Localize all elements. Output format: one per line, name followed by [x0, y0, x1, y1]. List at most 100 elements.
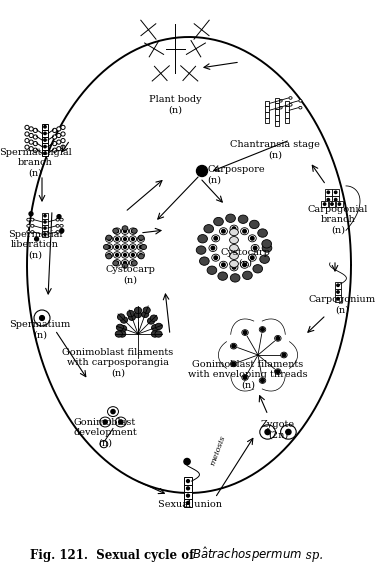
Circle shape	[111, 410, 115, 414]
Circle shape	[222, 263, 225, 267]
Ellipse shape	[275, 369, 281, 375]
Ellipse shape	[129, 244, 136, 250]
Circle shape	[124, 237, 127, 240]
Ellipse shape	[198, 235, 207, 243]
Circle shape	[44, 126, 46, 128]
Circle shape	[25, 145, 29, 149]
Ellipse shape	[258, 229, 268, 237]
Ellipse shape	[116, 324, 124, 331]
Circle shape	[29, 127, 33, 131]
Circle shape	[124, 245, 127, 248]
Circle shape	[53, 135, 57, 139]
Circle shape	[184, 459, 190, 464]
Bar	[275, 121, 279, 126]
Text: Cystocarp
(n): Cystocarp (n)	[105, 265, 155, 284]
Ellipse shape	[60, 224, 63, 227]
Circle shape	[29, 212, 33, 216]
Ellipse shape	[115, 331, 122, 337]
Circle shape	[116, 261, 119, 264]
Circle shape	[251, 256, 254, 260]
Text: $\it{B\hat{a}trachospermum}$: $\it{B\hat{a}trachospermum}$	[192, 546, 302, 565]
Text: sp.: sp.	[302, 549, 323, 562]
Ellipse shape	[262, 240, 271, 248]
Ellipse shape	[121, 244, 128, 250]
Ellipse shape	[238, 215, 248, 224]
Text: Fig. 121.  Sexual cycle of: Fig. 121. Sexual cycle of	[30, 549, 198, 562]
Circle shape	[57, 127, 61, 131]
Ellipse shape	[60, 231, 63, 233]
Circle shape	[33, 135, 38, 139]
Bar	[335, 282, 341, 289]
Circle shape	[116, 253, 119, 256]
Bar	[42, 225, 48, 231]
Bar	[42, 213, 48, 219]
Circle shape	[211, 246, 215, 250]
Ellipse shape	[121, 236, 128, 243]
Ellipse shape	[212, 254, 220, 261]
Ellipse shape	[127, 311, 134, 317]
Ellipse shape	[143, 307, 150, 313]
Ellipse shape	[100, 440, 108, 448]
Circle shape	[132, 253, 135, 256]
Bar	[265, 118, 269, 124]
Bar	[275, 109, 279, 115]
Ellipse shape	[137, 244, 144, 250]
Bar	[335, 295, 341, 302]
Ellipse shape	[230, 274, 240, 282]
Ellipse shape	[106, 244, 113, 250]
Text: meiosis: meiosis	[209, 434, 227, 466]
Ellipse shape	[299, 106, 302, 109]
Ellipse shape	[141, 311, 149, 317]
Ellipse shape	[56, 231, 59, 233]
Ellipse shape	[132, 228, 137, 233]
Ellipse shape	[129, 252, 136, 258]
Ellipse shape	[56, 219, 59, 221]
Ellipse shape	[113, 261, 119, 266]
Circle shape	[323, 203, 326, 205]
Ellipse shape	[199, 257, 209, 265]
Ellipse shape	[281, 352, 287, 358]
Ellipse shape	[113, 260, 121, 266]
Ellipse shape	[150, 315, 157, 321]
Circle shape	[132, 245, 135, 248]
Bar	[184, 484, 192, 492]
Ellipse shape	[121, 228, 128, 235]
Ellipse shape	[259, 378, 266, 383]
Ellipse shape	[129, 236, 136, 243]
Circle shape	[29, 133, 33, 138]
Ellipse shape	[251, 244, 259, 252]
Bar	[325, 196, 332, 203]
Ellipse shape	[289, 97, 292, 100]
Circle shape	[132, 261, 135, 264]
Circle shape	[261, 328, 264, 331]
Bar	[285, 106, 289, 112]
Ellipse shape	[230, 252, 238, 260]
Ellipse shape	[56, 224, 59, 227]
Ellipse shape	[31, 231, 34, 233]
Ellipse shape	[106, 236, 113, 243]
Ellipse shape	[100, 417, 111, 427]
Circle shape	[57, 146, 61, 151]
Bar	[42, 231, 48, 237]
Circle shape	[53, 128, 57, 133]
Circle shape	[33, 148, 38, 152]
Circle shape	[44, 233, 46, 235]
Circle shape	[33, 128, 38, 133]
Ellipse shape	[214, 217, 223, 226]
Ellipse shape	[113, 228, 119, 233]
Circle shape	[243, 376, 247, 379]
Bar	[275, 115, 279, 121]
Bar	[184, 492, 192, 499]
Text: Chantransia stage
(n): Chantransia stage (n)	[230, 140, 320, 160]
Ellipse shape	[141, 244, 147, 249]
Ellipse shape	[196, 246, 206, 255]
Circle shape	[243, 331, 247, 335]
Circle shape	[214, 237, 218, 240]
Bar	[275, 104, 279, 109]
Ellipse shape	[129, 228, 136, 235]
Ellipse shape	[106, 252, 113, 258]
Bar	[335, 289, 341, 295]
Ellipse shape	[230, 343, 237, 349]
Bar	[184, 478, 192, 484]
Ellipse shape	[243, 271, 252, 280]
